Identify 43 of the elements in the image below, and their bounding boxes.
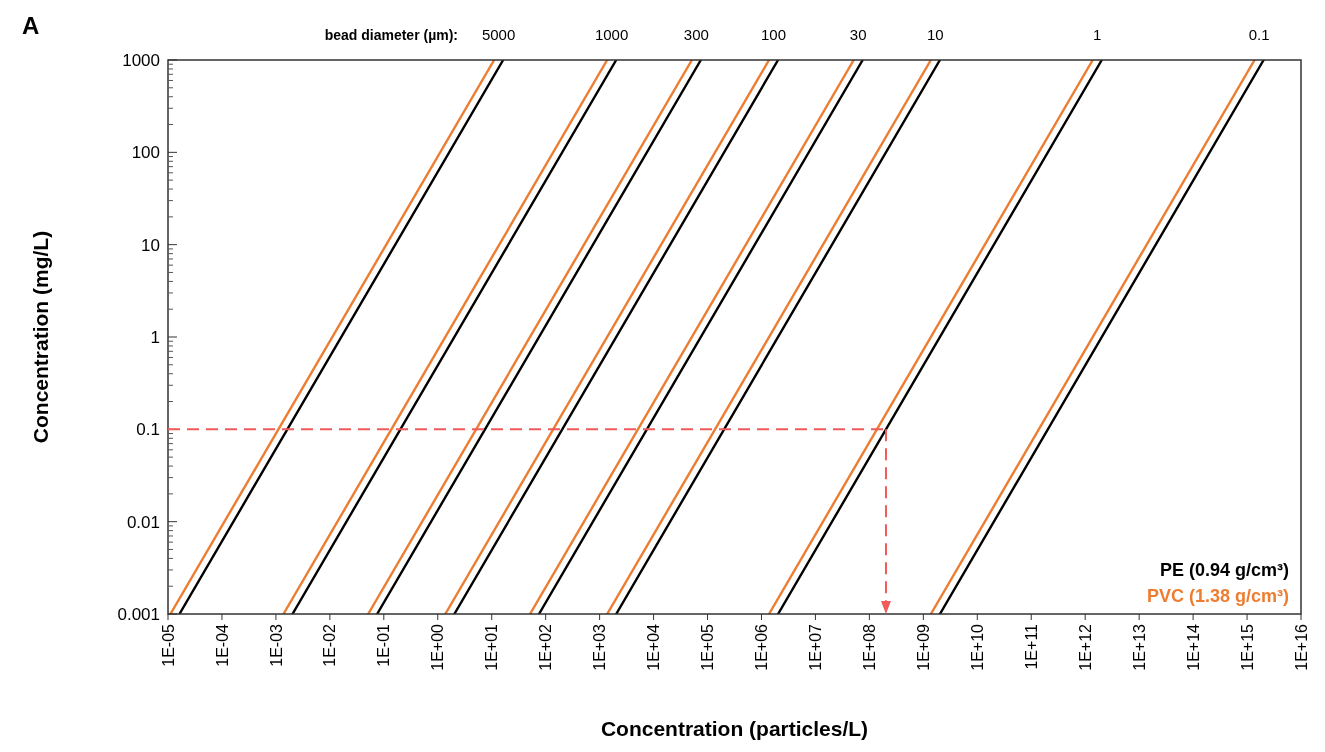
x-tick-label: 1E-04: [213, 623, 231, 667]
x-tick-label: 1E+15: [1238, 623, 1256, 671]
x-tick-label: 1E+11: [1022, 623, 1040, 670]
annotation: 1000: [594, 26, 629, 43]
y-tick-label: 0.001: [117, 604, 160, 624]
annotation: 0.1: [1248, 26, 1270, 43]
x-tick-label: 1E+02: [537, 623, 555, 671]
x-tick-label: 1E+04: [645, 623, 663, 671]
x-tick-label: 1E+05: [699, 623, 717, 671]
annotation: 1: [1093, 26, 1102, 43]
y-tick-label: 100: [131, 143, 160, 163]
x-tick-label: 1E-02: [321, 623, 339, 667]
x-tick-label: 1E+03: [591, 623, 609, 671]
x-axis-title: Concentration (particles/L): [600, 717, 869, 740]
y-tick-label: 10: [141, 235, 160, 255]
x-tick-label: 1E+06: [753, 623, 771, 671]
x-tick-label: 1E+14: [1184, 623, 1202, 671]
x-tick-label: 1E+16: [1292, 623, 1310, 671]
x-tick-label: 1E-03: [267, 623, 285, 667]
text: PVC (1.38 g/cm³): [1146, 586, 1289, 606]
annotation: 300: [683, 26, 709, 43]
y-tick-label: 0.01: [126, 512, 160, 532]
annotation: 100: [760, 26, 787, 43]
x-tick-label: 1E+09: [914, 623, 932, 671]
annotation: 5000: [481, 26, 516, 43]
annotation: 10: [927, 26, 944, 43]
y-tick-label: 1000: [122, 50, 160, 70]
x-tick-label: 1E+12: [1076, 623, 1094, 671]
x-tick-label: 1E+01: [483, 623, 501, 671]
x-tick-label: 1E+07: [807, 623, 825, 671]
y-tick-label: 1: [150, 327, 160, 347]
text: PE (0.94 g/cm³): [1159, 560, 1289, 580]
annotation: 30: [849, 26, 867, 43]
x-tick-label: 1E+00: [429, 623, 447, 671]
chart-title: A: [22, 12, 40, 39]
x-tick-label: 1E-01: [375, 623, 393, 667]
x-tick-label: 1E+13: [1130, 623, 1148, 671]
x-tick-label: 1E-05: [159, 623, 177, 667]
y-tick-label: 0.1: [136, 420, 160, 440]
x-tick-label: 1E+10: [968, 623, 986, 671]
x-tick-label: 1E+08: [860, 623, 878, 671]
text: bead diameter (µm):: [324, 27, 458, 43]
y-axis-title: Concentration (mg/L): [29, 230, 52, 444]
